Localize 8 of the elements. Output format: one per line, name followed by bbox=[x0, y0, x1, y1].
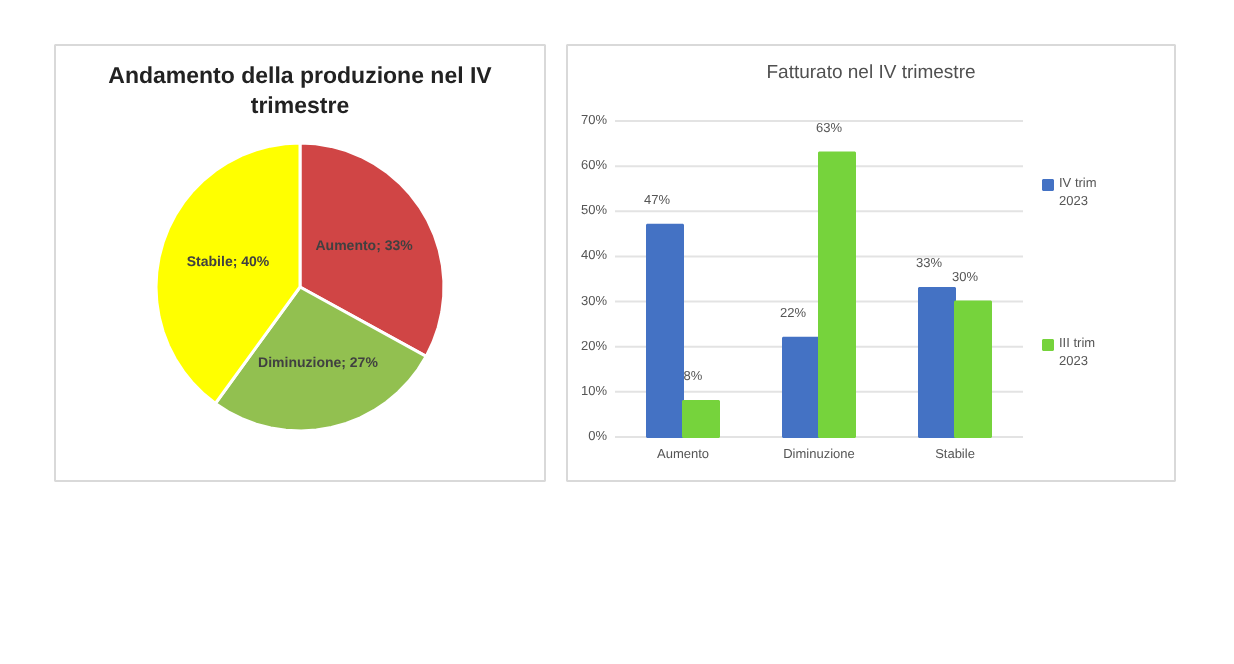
bar bbox=[682, 399, 720, 438]
chart-title: Fatturato nel IV trimestre bbox=[766, 62, 976, 84]
bar bbox=[818, 151, 856, 438]
bar bbox=[918, 287, 956, 438]
bar bbox=[646, 223, 684, 438]
chart-title: Andamento della produzione nel IV trimestre bbox=[108, 65, 493, 119]
bar bbox=[782, 336, 820, 438]
bar bbox=[954, 300, 992, 438]
